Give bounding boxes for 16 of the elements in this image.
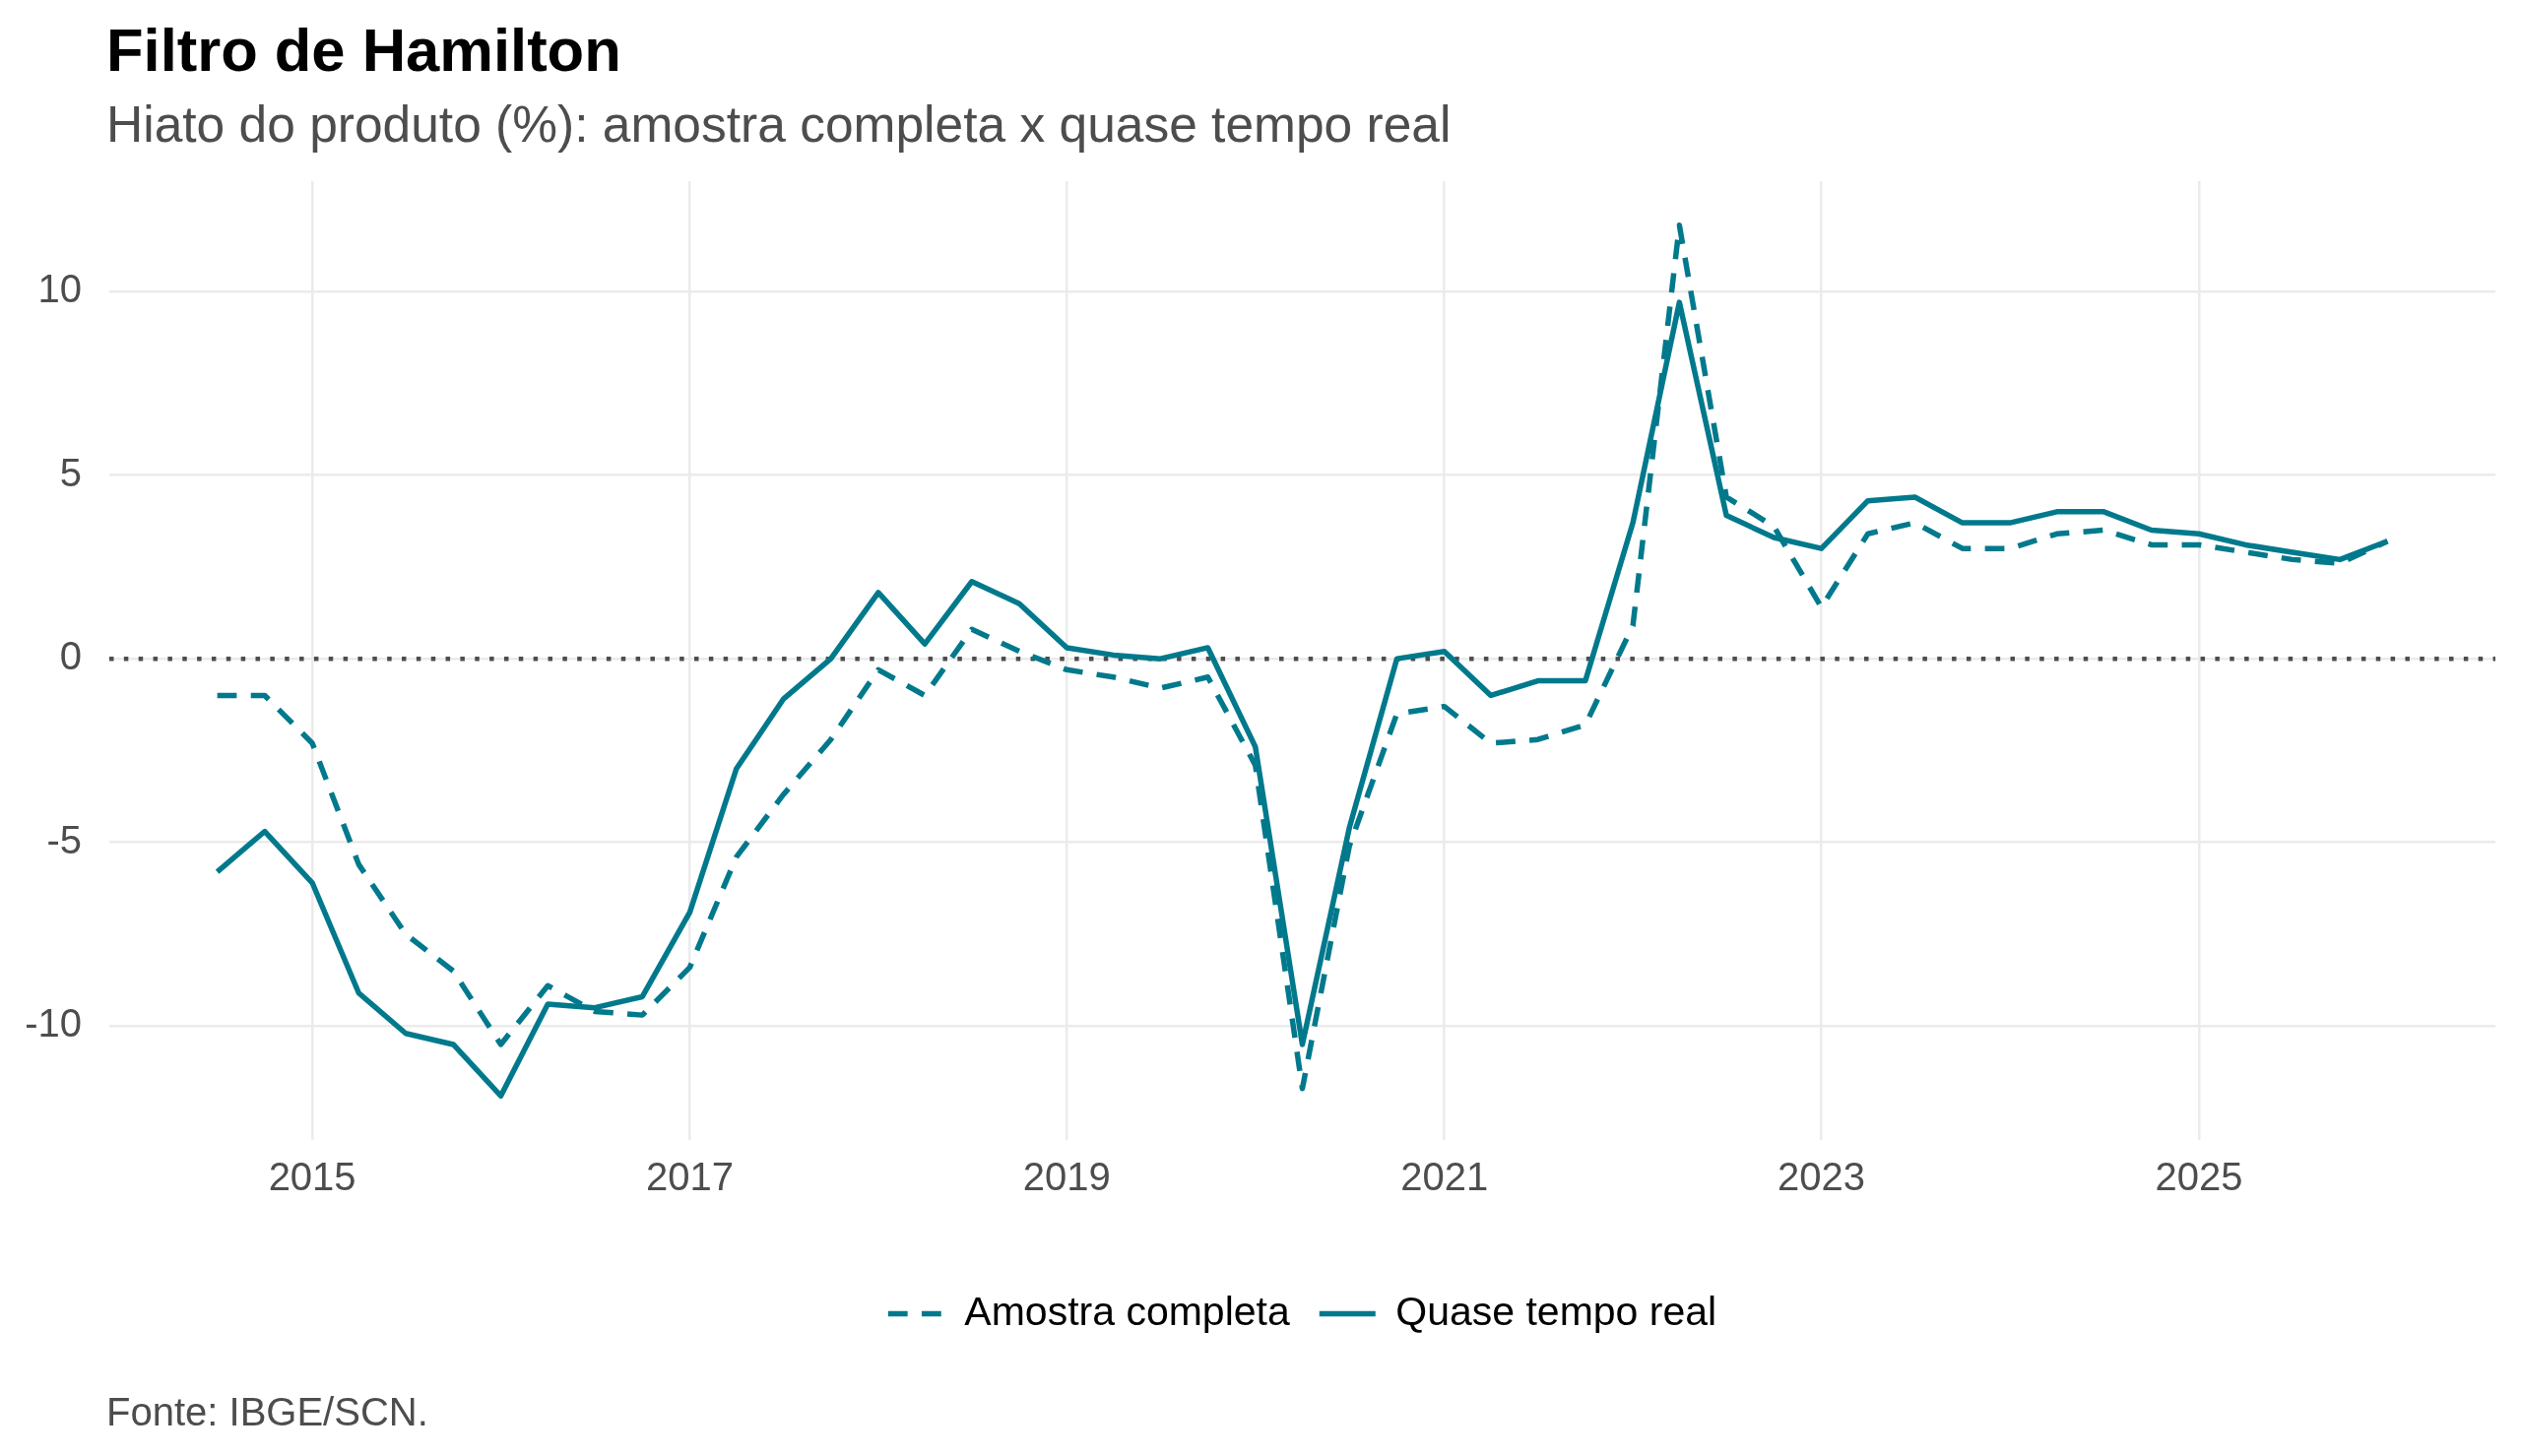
x-tick-label: 2025 <box>2155 1155 2243 1199</box>
x-tick-label: 2015 <box>268 1155 356 1199</box>
source-note: Fonte: IBGE/SCN. <box>106 1390 428 1433</box>
chart-subtitle: Hiato do produto (%): amostra completa x quase tempo real <box>106 95 1452 153</box>
legend-label: Amostra completa <box>964 1288 1290 1334</box>
x-tick-label: 2019 <box>1022 1155 1111 1199</box>
chart-title: Filtro de Hamilton <box>106 16 621 84</box>
legend-label: Quase tempo real <box>1395 1288 1717 1334</box>
x-tick-label: 2021 <box>1400 1155 1489 1199</box>
y-tick-label: 5 <box>59 450 82 494</box>
x-tick-label: 2023 <box>1778 1155 1866 1199</box>
y-tick-label: 10 <box>37 266 82 310</box>
y-tick-label: -10 <box>25 1001 82 1045</box>
y-tick-label: 0 <box>59 634 82 678</box>
x-tick-label: 2017 <box>646 1155 734 1199</box>
y-tick-label: -5 <box>46 817 82 861</box>
